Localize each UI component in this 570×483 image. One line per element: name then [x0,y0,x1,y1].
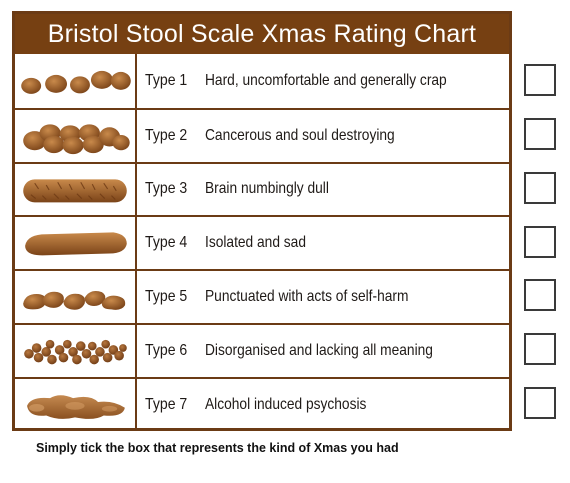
type-description: Alcohol induced psychosis [205,395,367,413]
tick-box-type-6[interactable] [524,333,556,365]
row-type-4: Type 4 Isolated and sad [15,215,509,270]
tick-box-type-5[interactable] [524,279,556,311]
type-description: Isolated and sad [205,234,306,252]
type-description: Hard, uncomfortable and generally crap [205,71,447,89]
type-label: Type 5 [145,288,188,306]
chart-rows: Type 1 Hard, uncomfortable and generally… [15,54,509,431]
mushy-pieces-icon [15,325,137,377]
type-label: Type 6 [145,341,188,359]
type-label: Type 7 [145,395,188,413]
type-description: Punctuated with acts of self-harm [205,288,409,306]
type-description: Brain numbingly dull [205,180,329,198]
chart-title: Bristol Stool Scale Xmas Rating Chart [15,14,509,54]
type-label: Type 3 [145,180,188,198]
row-type-2: Type 2 Cancerous and soul destroying [15,107,509,162]
row-type-7: Type 7 Alcohol induced psychosis [15,376,509,431]
row-type-6: Type 6 Disorganised and lacking all mean… [15,323,509,377]
lumpy-sausage-icon [15,109,137,162]
separate-hard-lumps-icon [15,54,137,108]
smooth-sausage-icon [15,217,137,270]
tick-box-type-2[interactable] [524,118,556,150]
type-description: Cancerous and soul destroying [205,126,395,144]
soft-blobs-icon [15,271,137,323]
type-label: Type 2 [145,126,188,144]
tick-box-type-7[interactable] [524,387,556,419]
tick-box-type-4[interactable] [524,226,556,258]
row-type-1: Type 1 Hard, uncomfortable and generally… [15,54,509,108]
row-type-3: Type 3 Brain numbingly dull [15,161,509,216]
tick-box-type-3[interactable] [524,172,556,204]
tick-box-type-1[interactable] [524,64,556,96]
cracked-sausage-icon [15,163,137,216]
type-description: Disorganised and lacking all meaning [205,341,433,359]
watery-puddle-icon [15,378,137,431]
row-type-5: Type 5 Punctuated with acts of self-harm [15,269,509,323]
type-label: Type 4 [145,234,188,252]
rating-chart: Bristol Stool Scale Xmas Rating Chart [12,11,512,431]
type-label: Type 1 [145,71,188,89]
instructions-text: Simply tick the box that represents the … [36,441,399,455]
